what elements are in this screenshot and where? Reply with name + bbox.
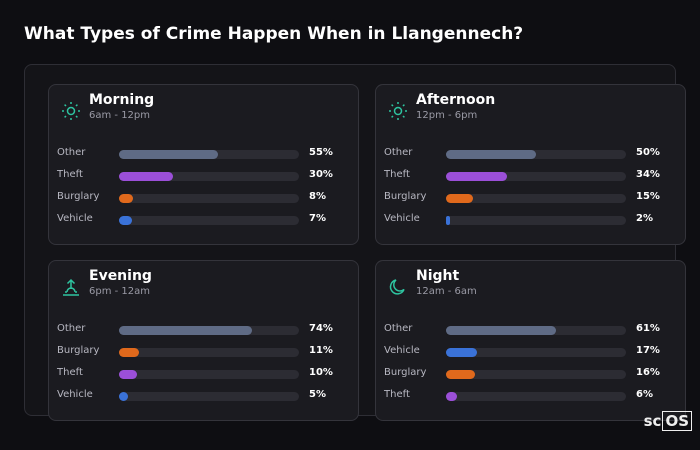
bar-track: [446, 392, 626, 401]
panel: Afternoon 12pm - 6pm Other 50% Theft 34% Bur…: [375, 84, 686, 245]
row-label: Vehicle: [57, 389, 93, 400]
bar: [446, 392, 457, 401]
title: What Types of Crime Happen When in Llang…: [24, 24, 524, 44]
row-label: Theft: [57, 169, 83, 180]
value-label: 74%: [309, 323, 333, 334]
bar-track: [119, 216, 299, 225]
bar-track: [119, 392, 299, 401]
value-label: 15%: [636, 191, 660, 202]
bar-track: [119, 172, 299, 181]
row-label: Other: [57, 323, 86, 334]
value-label: 5%: [309, 389, 326, 400]
panel-title: Evening: [89, 268, 152, 284]
bar: [119, 194, 134, 203]
panel-time: 6pm - 12am: [89, 286, 151, 297]
panel-title: Afternoon: [416, 92, 496, 108]
panel: Evening 6pm - 12am Other 74% Burglary 11% Th…: [48, 260, 359, 421]
panel: Night 12am - 6am Other 61% Vehicle 17% Burgl…: [375, 260, 686, 421]
row-label: Vehicle: [384, 345, 420, 356]
bar: [446, 326, 556, 335]
row-label: Theft: [384, 389, 410, 400]
panel-title: Morning: [89, 92, 155, 108]
bar-track: [119, 194, 299, 203]
value-label: 2%: [636, 213, 653, 224]
bar: [119, 392, 128, 401]
bar: [119, 370, 137, 379]
panel-time: 6am - 12pm: [89, 110, 151, 121]
moon-icon: [389, 279, 405, 295]
value-label: 10%: [309, 367, 333, 378]
bar-track: [446, 172, 626, 181]
bar-track: [119, 348, 299, 357]
value-label: 50%: [636, 147, 660, 158]
bar-track: [446, 216, 626, 225]
bar: [119, 326, 253, 335]
value-label: 16%: [636, 367, 660, 378]
value-label: 6%: [636, 389, 653, 400]
row-label: Vehicle: [57, 213, 93, 224]
panel-time: 12pm - 6pm: [416, 110, 478, 121]
bar-track: [119, 370, 299, 379]
bar: [119, 150, 218, 159]
value-label: 7%: [309, 213, 326, 224]
row-label: Theft: [384, 169, 410, 180]
row-label: Theft: [57, 367, 83, 378]
value-label: 11%: [309, 345, 333, 356]
value-label: 34%: [636, 169, 660, 180]
bar-track: [446, 370, 626, 379]
value-label: 17%: [636, 345, 660, 356]
panel: Morning 6am - 12pm Other 55% Theft 30% Burgl…: [48, 84, 359, 245]
bar-track: [446, 326, 626, 335]
sun-icon: [389, 102, 407, 120]
bar: [446, 216, 450, 225]
bar: [119, 348, 139, 357]
sun-icon: [62, 102, 80, 120]
row-label: Burglary: [384, 191, 427, 202]
row-label: Other: [384, 147, 413, 158]
row-label: Vehicle: [384, 213, 420, 224]
value-label: 61%: [636, 323, 660, 334]
value-label: 8%: [309, 191, 326, 202]
row-label: Burglary: [57, 191, 100, 202]
logo: sc OS: [643, 411, 692, 431]
panel-title: Night: [416, 268, 460, 284]
sunset-icon: [63, 278, 79, 296]
bar: [446, 172, 508, 181]
row-label: Burglary: [384, 367, 427, 378]
logo-text: sc: [643, 412, 662, 430]
logo-box: OS: [662, 411, 692, 431]
bar-track: [119, 326, 299, 335]
bar: [446, 348, 477, 357]
row-label: Other: [57, 147, 86, 158]
panel-time: 12am - 6am: [416, 286, 477, 297]
bar-track: [446, 348, 626, 357]
row-label: Burglary: [57, 345, 100, 356]
bar: [446, 194, 473, 203]
value-label: 55%: [309, 147, 333, 158]
bar: [446, 370, 475, 379]
row-label: Other: [384, 323, 413, 334]
bar-track: [119, 150, 299, 159]
bar: [446, 150, 536, 159]
bar: [119, 216, 132, 225]
bar-track: [446, 150, 626, 159]
bar: [119, 172, 173, 181]
bar-track: [446, 194, 626, 203]
value-label: 30%: [309, 169, 333, 180]
